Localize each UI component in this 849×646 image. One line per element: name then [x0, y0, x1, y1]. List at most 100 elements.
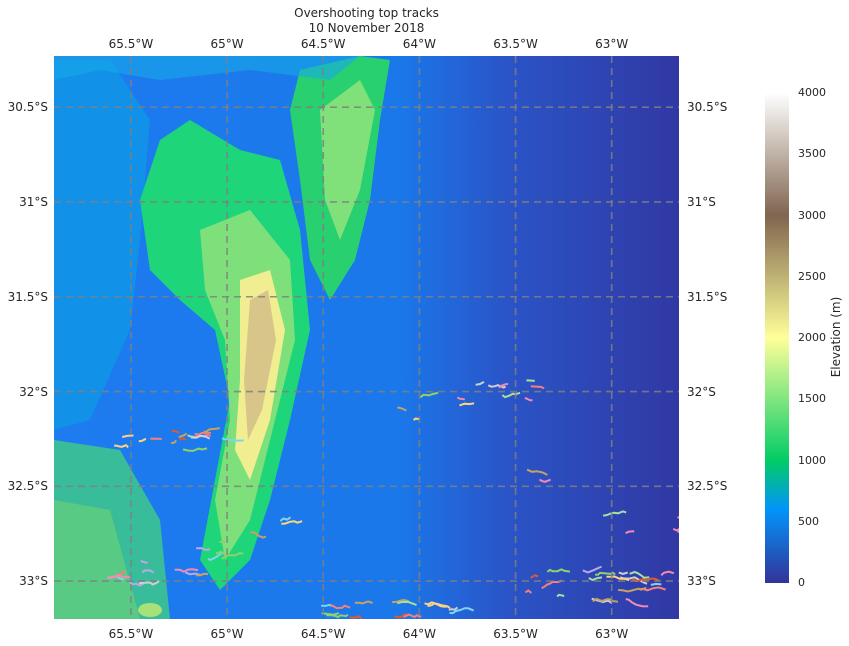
lat-tick-right: 32°S	[687, 384, 716, 399]
track-segment	[221, 554, 229, 560]
track-segment	[171, 429, 180, 434]
colorbar-tick: 3000	[798, 208, 826, 222]
colorbar-tick: 1000	[798, 453, 826, 467]
lat-tick-left: 31.5°S	[7, 289, 48, 304]
track-segment	[618, 571, 629, 576]
track-segment	[190, 434, 211, 440]
lat-tick-left: 32°S	[19, 384, 48, 399]
lon-tick-bottom: 65.5°W	[108, 627, 154, 641]
track-segment	[413, 417, 421, 421]
lon-tick-top: 63.5°W	[493, 37, 538, 51]
track-segment	[556, 593, 565, 598]
track-segment	[106, 574, 132, 579]
track-segment	[538, 478, 551, 483]
lon-tick-bottom: 65°W	[210, 627, 244, 641]
track-segment	[114, 444, 129, 449]
track-segment	[203, 427, 220, 433]
lat-tick-left: 30.5°S	[7, 100, 48, 115]
lat-tick-left: 32.5°S	[7, 479, 48, 494]
colorbar-tick: 4000	[798, 86, 826, 99]
overshooting-top-tracks	[106, 379, 679, 619]
track-segment	[475, 381, 485, 386]
track-segment	[530, 385, 545, 390]
track-segment	[178, 432, 188, 439]
lat-tick-left: 31°S	[19, 194, 48, 209]
track-segment	[394, 613, 408, 619]
track-segment	[546, 568, 571, 573]
track-segment	[456, 396, 465, 401]
track-segment	[424, 601, 448, 608]
track-segment	[498, 382, 509, 389]
track-segment	[625, 530, 635, 535]
track-segment	[660, 570, 675, 577]
terrain-basemap	[54, 56, 679, 619]
track-segment	[526, 379, 535, 382]
track-segment	[397, 600, 417, 607]
track-segment	[121, 434, 134, 438]
lat-tick-right: 30.5°S	[687, 100, 728, 115]
colorbar	[765, 93, 789, 583]
track-segment	[448, 606, 459, 611]
track-segment	[207, 552, 223, 561]
track-segment	[618, 586, 647, 593]
colorbar-tick: 2000	[798, 331, 826, 344]
track-segment	[196, 547, 211, 552]
track-segment	[182, 447, 208, 452]
track-segment	[349, 615, 363, 619]
lon-tick-top: 65.5°W	[108, 37, 154, 51]
track-segment	[139, 580, 160, 586]
lon-tick-top: 64.5°W	[300, 37, 346, 51]
track-segment	[279, 516, 292, 522]
map-subtitle: 10 November 2018	[308, 21, 425, 35]
track-segment	[592, 597, 619, 603]
lat-tick-left: 33°S	[19, 574, 48, 589]
track-segment	[140, 559, 148, 564]
track-segment	[115, 570, 127, 577]
track-segment	[602, 510, 627, 517]
colorbar-tick: 3500	[798, 147, 826, 161]
track-segment	[625, 598, 649, 608]
lat-tick-right: 33°S	[687, 574, 716, 589]
lon-tick-bottom: 64°W	[402, 627, 436, 641]
track-segment	[221, 437, 244, 442]
track-segment	[676, 515, 679, 519]
track-segment	[194, 431, 212, 436]
track-segment	[281, 520, 303, 525]
track-segment	[170, 439, 178, 445]
colorbar-tick: 500	[798, 514, 819, 528]
track-segment	[530, 574, 539, 579]
track-segment	[392, 599, 410, 604]
map-gridlines	[54, 56, 679, 619]
track-segment	[195, 572, 209, 577]
track-segment	[179, 437, 187, 441]
track-segment	[129, 581, 145, 587]
colorbar-tick: 2500	[798, 269, 826, 283]
track-segment	[354, 600, 373, 605]
lon-tick-bottom: 64.5°W	[300, 627, 346, 641]
track-segment	[650, 582, 662, 586]
track-segment	[403, 613, 422, 619]
track-segment	[526, 468, 548, 476]
track-segment	[329, 603, 351, 610]
lon-tick-top: 63°W	[595, 37, 629, 51]
track-segment	[250, 530, 267, 539]
track-segment	[219, 540, 226, 544]
lon-tick-bottom: 63.5°W	[493, 627, 538, 641]
track-segment	[449, 607, 475, 615]
track-segment	[141, 569, 155, 574]
track-segment	[582, 565, 602, 574]
track-segment	[595, 571, 616, 576]
colorbar-label: Elevation (m)	[829, 296, 843, 378]
lon-tick-bottom: 63°W	[595, 627, 629, 641]
track-segment	[541, 579, 563, 590]
track-segment	[487, 384, 507, 389]
lon-tick-top: 65°W	[210, 37, 244, 51]
lat-tick-right: 32.5°S	[687, 479, 728, 494]
track-segment	[321, 612, 340, 616]
track-segment	[397, 406, 407, 412]
colorbar-tick: 1500	[798, 392, 826, 406]
track-segment	[588, 576, 603, 582]
track-segment	[524, 396, 533, 402]
lon-tick-top: 64°W	[402, 37, 436, 51]
